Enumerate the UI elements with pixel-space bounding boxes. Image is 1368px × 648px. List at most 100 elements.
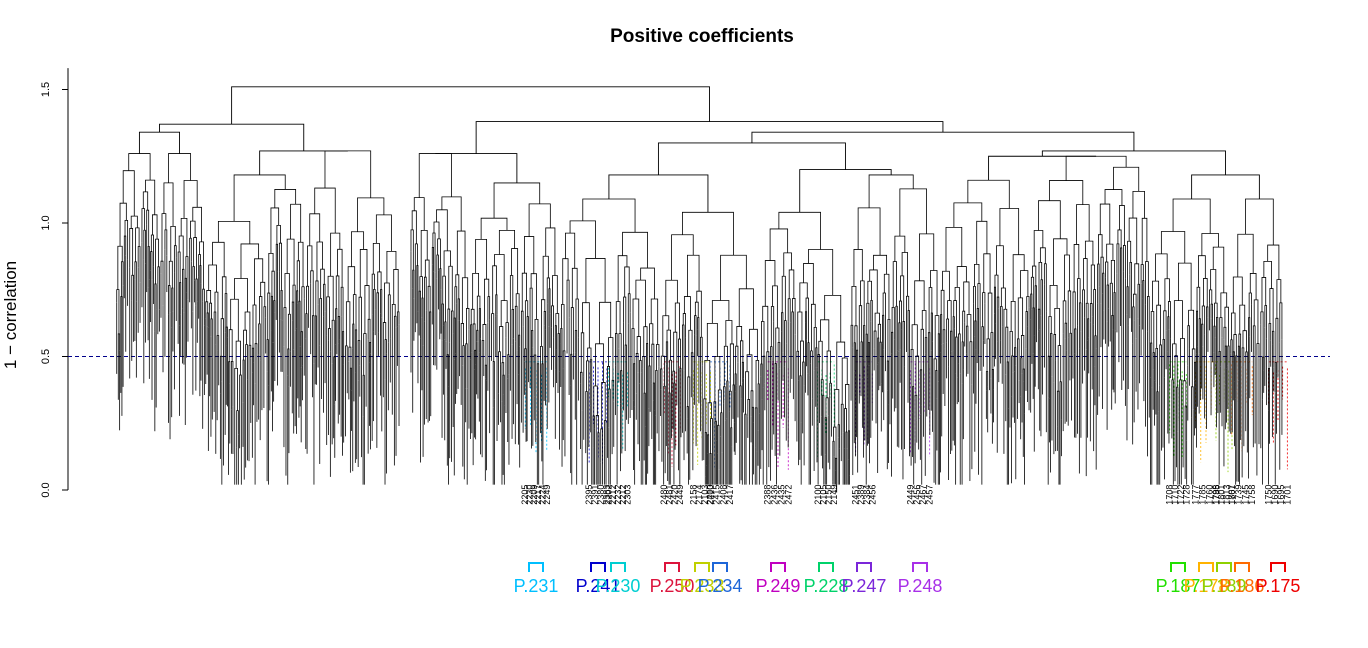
tree-link (432, 232, 436, 273)
tree-link (352, 294, 357, 330)
tree-link (766, 351, 770, 383)
tree-link (1145, 261, 1149, 305)
tree-link (706, 322, 718, 361)
tree-link (650, 298, 659, 345)
tree-link (351, 231, 365, 267)
tree-link (907, 310, 910, 352)
tree-link (528, 203, 551, 237)
tree-link (797, 311, 803, 352)
tree-link (769, 228, 789, 261)
tree-link (161, 213, 167, 262)
tree-link (155, 238, 160, 284)
tree-link (1184, 405, 1188, 454)
tree-link (1038, 200, 1061, 239)
tree-link (879, 341, 882, 384)
tree-link (316, 241, 323, 281)
tree-link (462, 345, 465, 366)
tree-link (274, 189, 297, 208)
tree-link (145, 179, 156, 215)
tree-link (1141, 217, 1148, 265)
tree-link (624, 266, 630, 298)
tree-link (267, 292, 271, 340)
tree-link (1010, 300, 1016, 348)
tree-link (643, 326, 648, 357)
tree-link (1194, 361, 1196, 381)
cluster-label: P.230 (596, 576, 641, 596)
tree-link (130, 215, 138, 229)
leaf-label: 1785 (1198, 485, 1208, 505)
tree-link (1000, 287, 1006, 310)
tree-link (1077, 278, 1081, 326)
tree-link (1105, 261, 1109, 286)
y-tick-label: 1.0 (40, 215, 52, 230)
tree-link (1155, 253, 1168, 282)
tree-link (393, 269, 399, 312)
tree-link (135, 227, 140, 262)
tree-link (1237, 345, 1240, 392)
tree-link (955, 336, 958, 378)
tree-link (411, 210, 417, 244)
tree-link (844, 408, 847, 449)
tree-link (840, 403, 844, 436)
tree-link (1172, 343, 1177, 380)
tree-link (902, 321, 905, 367)
cluster-label: P.186 (1220, 576, 1265, 596)
tree-link (825, 397, 829, 418)
tree-link (376, 292, 380, 333)
y-axis: 0.0 0.5 1.0 1.5 (40, 68, 69, 498)
tree-link (921, 310, 927, 338)
tree-link (224, 293, 228, 333)
tree-link (298, 300, 301, 347)
tree-link (228, 329, 233, 362)
tree-link (457, 298, 460, 321)
tree-link (890, 331, 894, 357)
tree-link (853, 342, 856, 372)
tree-link (940, 314, 943, 353)
tree-link (818, 340, 823, 380)
tree-link (974, 263, 980, 287)
tree-link (976, 308, 979, 355)
tree-link (617, 255, 628, 302)
tree-link (1191, 174, 1260, 199)
tree-link (678, 338, 681, 369)
tree-link (631, 328, 635, 364)
cluster-bracket (664, 562, 680, 572)
tree-link (808, 249, 834, 296)
tree-link (206, 290, 212, 304)
tree-link (259, 150, 348, 175)
tree-link (1203, 278, 1208, 307)
tree-link (465, 343, 468, 389)
tree-link (747, 399, 750, 417)
tree-link (942, 329, 946, 349)
tree-link (865, 333, 868, 378)
tree-link (571, 267, 578, 308)
tree-link (347, 266, 356, 302)
tree-link (1150, 342, 1153, 388)
leaf-label: 2174 (694, 485, 704, 505)
cluster-label: P.249 (756, 576, 801, 596)
tree-link (275, 243, 278, 288)
tree-link (480, 217, 508, 240)
chart-title: Positive coefficients (610, 26, 794, 47)
tree-link (436, 209, 448, 251)
tree-link (345, 301, 351, 348)
tree-link (635, 353, 639, 394)
tree-link (442, 275, 446, 322)
tree-link (541, 299, 546, 347)
tree-link (660, 355, 665, 387)
y-tick-label: 0.5 (40, 349, 52, 364)
tree-link (740, 340, 744, 386)
tree-link (143, 229, 146, 264)
tree-link (163, 182, 174, 227)
tree-link (882, 314, 885, 350)
tree-link (892, 261, 897, 308)
tree-link (608, 388, 611, 428)
tree-link (873, 254, 888, 275)
tree-link (234, 278, 248, 312)
tree-link (533, 354, 537, 397)
tree-link (672, 370, 675, 393)
tree-link (570, 307, 574, 355)
tree-link (384, 282, 390, 323)
leaf-label: 2456 (867, 485, 877, 505)
